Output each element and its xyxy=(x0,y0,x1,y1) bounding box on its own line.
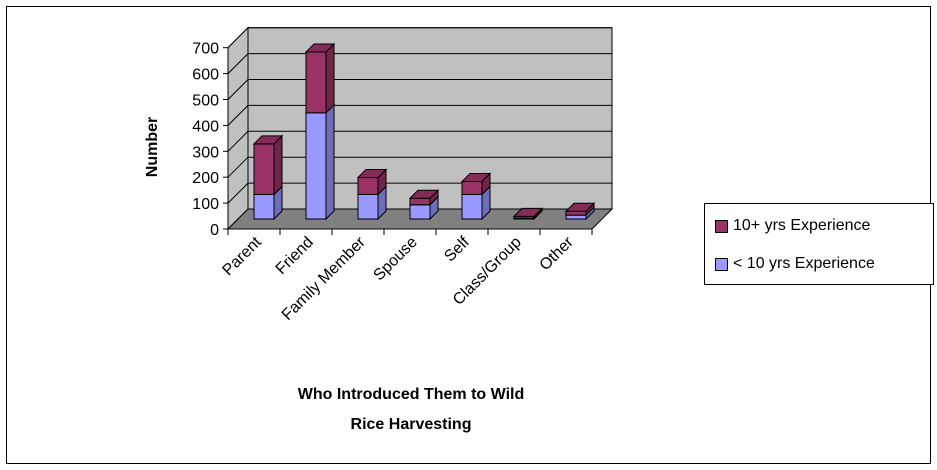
bar-side xyxy=(325,42,335,115)
x-tick-label: Spouse xyxy=(370,234,420,284)
legend-label-10plus: 10+ yrs Experience xyxy=(733,217,871,234)
bars xyxy=(252,42,596,221)
bar-10plus xyxy=(304,42,336,115)
x-tick-label: Friend xyxy=(273,234,317,278)
bar-10plus xyxy=(252,134,284,196)
bar-top xyxy=(252,135,284,145)
bar-front xyxy=(565,214,587,220)
x-tick-label: Other xyxy=(537,233,578,274)
bar-front xyxy=(461,193,483,220)
bar-10plus xyxy=(356,168,388,196)
bar-10plus xyxy=(460,172,492,196)
legend-swatch-under10 xyxy=(715,257,728,271)
bar-front xyxy=(409,204,431,220)
bar-front xyxy=(409,197,431,206)
bar-10plus xyxy=(408,189,440,206)
x-tick-label: Self xyxy=(441,233,473,265)
y-tick-label: 400 xyxy=(192,118,219,135)
bar-side xyxy=(273,134,283,196)
bar-top xyxy=(408,189,440,199)
chart-frame: 0 100 200 300 400 500 600 700 Parent Friend Famil… xyxy=(6,6,934,464)
x-tick-label: Parent xyxy=(219,233,265,279)
bar-front xyxy=(305,112,327,220)
bar-front xyxy=(357,177,379,195)
bar-side xyxy=(325,103,335,221)
legend-item-10plus: 10+ yrs Experience xyxy=(715,215,870,237)
bar-under10 xyxy=(304,103,336,221)
bar-front xyxy=(253,143,275,195)
gridline xyxy=(227,130,612,152)
legend: 10+ yrs Experience < 10 yrs Experience xyxy=(704,203,934,285)
gridline xyxy=(227,182,612,204)
y-axis: 0 100 200 300 400 500 600 700 xyxy=(192,41,229,239)
bar-top xyxy=(304,43,336,53)
y-tick-label: 300 xyxy=(192,144,219,161)
bar-10plus xyxy=(564,202,596,217)
y-tick-label: 700 xyxy=(192,41,219,58)
bar-top xyxy=(512,207,544,217)
y-tick-label: 0 xyxy=(210,222,219,239)
legend-swatch-10plus xyxy=(715,219,728,233)
gridlines xyxy=(227,27,612,204)
gridline xyxy=(227,156,612,178)
back-wall xyxy=(247,27,613,210)
y-tick-label: 500 xyxy=(192,93,219,110)
bar-front xyxy=(305,51,327,114)
x-axis-title-line-1: Who Introduced Them to Wild xyxy=(298,386,525,403)
bar-top xyxy=(564,202,596,212)
gridline xyxy=(227,104,612,126)
bar-front xyxy=(461,180,483,195)
legend-label-under10: < 10 yrs Experience xyxy=(733,255,875,272)
y-tick-label: 200 xyxy=(192,170,219,187)
y-axis-title: Number xyxy=(144,117,161,177)
x-axis-title-line-2: Rice Harvesting xyxy=(351,416,472,433)
bar-front xyxy=(357,193,379,220)
bar-front xyxy=(253,193,275,220)
gridline xyxy=(227,79,612,100)
side-wall xyxy=(227,26,249,231)
bar-front xyxy=(565,210,587,216)
bar-10plus xyxy=(512,207,544,220)
legend-item-under10: < 10 yrs Experience xyxy=(715,253,875,275)
gridline xyxy=(227,53,612,74)
y-tick-label: 600 xyxy=(192,67,219,84)
y-tick-label: 100 xyxy=(192,196,219,213)
bar-top xyxy=(356,169,388,179)
gridline xyxy=(227,27,612,49)
bar-top xyxy=(460,172,492,182)
